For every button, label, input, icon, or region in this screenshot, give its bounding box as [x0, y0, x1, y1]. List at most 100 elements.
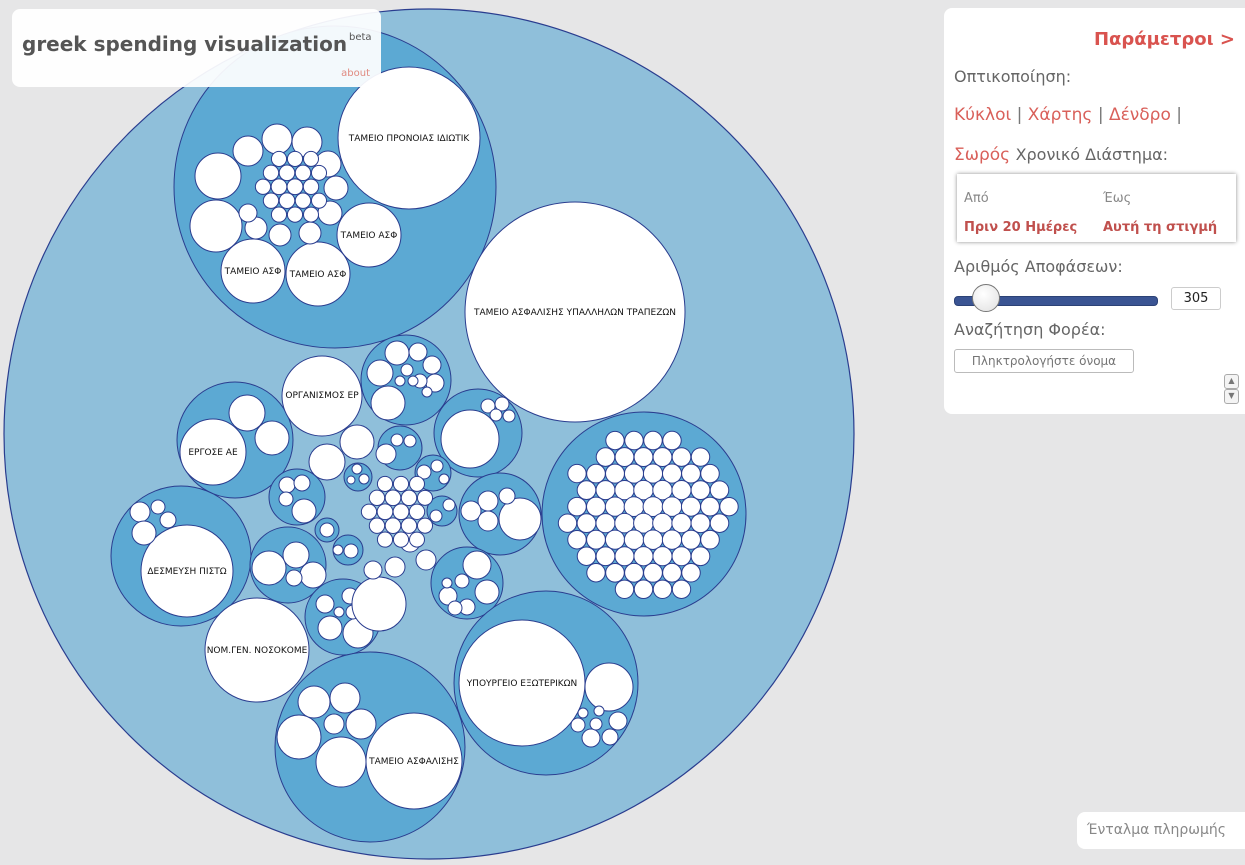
bubble-leaf[interactable] — [299, 561, 327, 589]
bubble-leaf[interactable] — [339, 424, 375, 460]
bubble-leaf[interactable] — [567, 463, 587, 484]
bubble-leaf[interactable] — [671, 513, 692, 534]
bubble-leaf[interactable] — [384, 556, 406, 578]
bubble-leaf[interactable] — [232, 135, 264, 167]
bubble-leaf[interactable] — [281, 355, 363, 437]
bubble-leaf[interactable] — [661, 529, 683, 550]
bubble-leaf[interactable] — [460, 500, 482, 522]
bubble-leaf[interactable] — [576, 480, 597, 500]
bubble-leaf[interactable] — [586, 463, 606, 484]
bubble-leaf[interactable] — [189, 199, 243, 253]
payment-order-box[interactable]: Ένταλμα πληρωμής — [1077, 812, 1245, 849]
bubble-leaf[interactable] — [614, 546, 635, 567]
bubble-leaf[interactable] — [351, 576, 407, 632]
bubble-leaf[interactable] — [302, 178, 320, 195]
bubble-leaf[interactable] — [633, 579, 654, 600]
bubble-leaf[interactable] — [416, 464, 432, 480]
bubble-leaf[interactable] — [442, 498, 456, 512]
bubble-leaf[interactable] — [438, 473, 450, 485]
bubble-leaf[interactable] — [680, 496, 702, 517]
bubble-leaf[interactable] — [315, 736, 367, 788]
bubble-leaf[interactable] — [474, 579, 500, 605]
bubble-leaf[interactable] — [409, 531, 425, 548]
bubble-leaf[interactable] — [494, 396, 510, 412]
bubble-leaf[interactable] — [286, 150, 304, 168]
bubble-leaf[interactable] — [605, 562, 625, 583]
bubble-leaf[interactable] — [700, 496, 720, 517]
bubble-leaf[interactable] — [567, 529, 587, 550]
bubble-leaf[interactable] — [228, 394, 266, 432]
bubble-leaf[interactable] — [375, 443, 397, 465]
bubble-leaf[interactable] — [595, 447, 616, 467]
bubble-leaf[interactable] — [584, 662, 634, 712]
bubble-leaf[interactable] — [270, 178, 288, 196]
bubble-leaf[interactable] — [303, 206, 319, 223]
bubble-leaf[interactable] — [709, 480, 730, 500]
bubble-leaf[interactable] — [323, 175, 349, 201]
bubble-leaf[interactable] — [323, 713, 345, 735]
bubble-leaf[interactable] — [336, 202, 402, 268]
bubble-leaf[interactable] — [360, 503, 378, 520]
bubble-leaf[interactable] — [430, 459, 444, 473]
bubble-leaf[interactable] — [624, 562, 644, 583]
bubble-leaf[interactable] — [604, 529, 626, 550]
bubble-leaf[interactable] — [422, 355, 442, 375]
bubble-leaf[interactable] — [262, 192, 280, 209]
view-link-circles[interactable]: Κύκλοι — [954, 105, 1012, 125]
bubble-leaf[interactable] — [400, 489, 418, 507]
search-input[interactable] — [954, 349, 1134, 373]
bubble-leaf[interactable] — [329, 682, 361, 714]
bubble-leaf[interactable] — [652, 546, 673, 567]
bubble-leaf[interactable] — [690, 546, 711, 567]
bubble-leaf[interactable] — [623, 529, 645, 550]
view-link-tree[interactable]: Δένδρο — [1108, 105, 1171, 125]
bubble-leaf[interactable] — [394, 375, 406, 387]
bubble-leaf[interactable] — [363, 560, 383, 580]
bubble-leaf[interactable] — [719, 496, 739, 517]
bubble-leaf[interactable] — [278, 491, 294, 507]
bubble-leaf[interactable] — [368, 517, 386, 534]
view-link-heap[interactable]: Σωρός — [954, 145, 1011, 165]
bubble-leaf[interactable] — [400, 363, 414, 377]
bubble-leaf[interactable] — [643, 562, 663, 583]
bubble-leaf[interactable] — [502, 409, 516, 423]
bubble-leaf[interactable] — [576, 546, 597, 566]
bubble-leaf[interactable] — [294, 164, 312, 182]
bubble-leaf[interactable] — [643, 430, 663, 451]
bubble-leaf[interactable] — [310, 164, 328, 181]
bubble-leaf[interactable] — [441, 577, 453, 589]
bubble-leaf[interactable] — [204, 597, 310, 703]
bubble-leaf[interactable] — [577, 707, 589, 719]
bubble-leaf[interactable] — [671, 579, 692, 599]
bubble-leaf[interactable] — [343, 543, 359, 559]
bubble-leaf[interactable] — [576, 513, 597, 534]
bubble-leaf[interactable] — [489, 408, 503, 422]
bubble-leaf[interactable] — [285, 241, 351, 307]
bubble-leaf[interactable] — [408, 342, 428, 362]
bubble-leaf[interactable] — [709, 513, 730, 533]
bubble-leaf[interactable] — [586, 563, 606, 583]
bubble-leaf[interactable] — [462, 550, 492, 580]
bubble-leaf[interactable] — [624, 430, 644, 451]
bubble-leaf[interactable] — [447, 600, 463, 616]
bubble-leaf[interactable] — [633, 447, 654, 467]
bubble-leaf[interactable] — [690, 480, 711, 501]
bubble-leaf[interactable] — [700, 463, 720, 484]
bubble-leaf[interactable] — [608, 711, 628, 731]
bubble-leaf[interactable] — [317, 615, 343, 641]
bubble-leaf[interactable] — [293, 474, 311, 492]
bubble-leaf[interactable] — [262, 164, 280, 182]
bubble-leaf[interactable] — [605, 430, 625, 451]
bubble-leaf[interactable] — [294, 192, 312, 209]
bubble-leaf[interactable] — [416, 489, 434, 506]
bubble-leaf[interactable] — [498, 487, 516, 505]
bubble-leaf[interactable] — [140, 524, 234, 618]
bubble-leaf[interactable] — [376, 531, 394, 548]
bubble-leaf[interactable] — [681, 562, 701, 583]
bubble-leaf[interactable] — [254, 420, 290, 456]
bubble-leaf[interactable] — [319, 522, 335, 538]
bubble-leaf[interactable] — [150, 499, 166, 515]
bubble-leaf[interactable] — [179, 418, 247, 486]
bubble-leaf[interactable] — [392, 531, 410, 548]
